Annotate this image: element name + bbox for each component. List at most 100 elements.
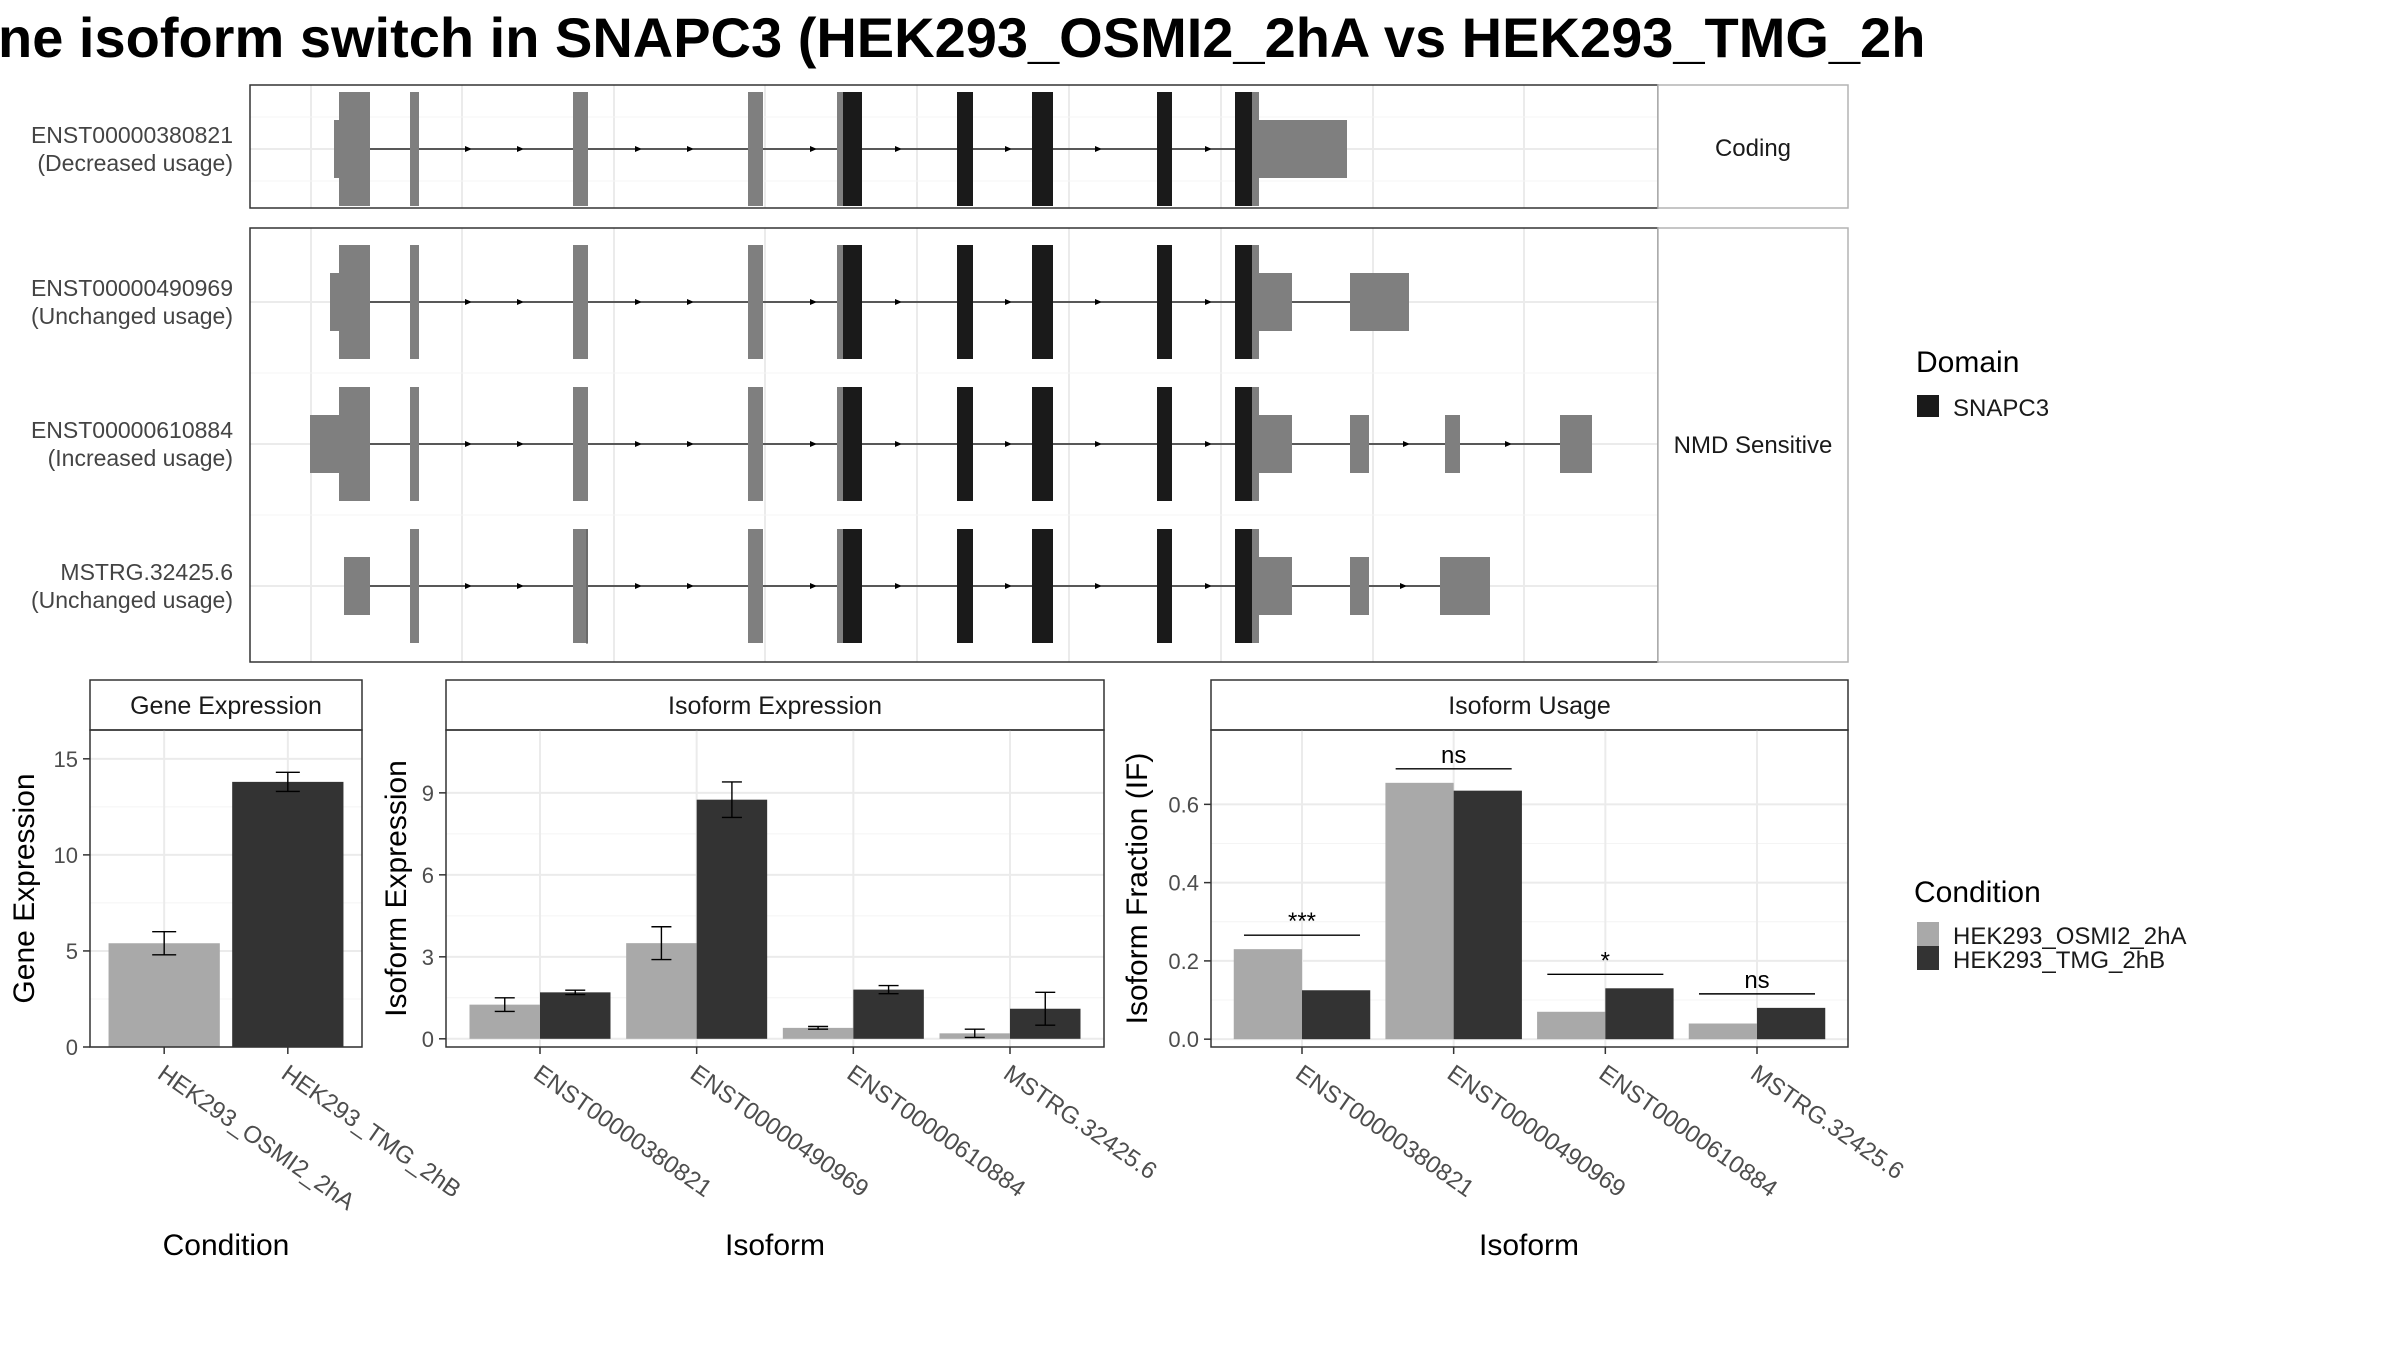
transcript-id-label: ENST00000380821 — [31, 122, 233, 148]
x-tick-label: HEK293_OSMI2_2hA — [153, 1060, 360, 1216]
intron-direction-arrow — [1403, 441, 1410, 447]
error-bar — [275, 771, 300, 793]
domain-legend-title: Domain — [1916, 346, 2019, 379]
domain-exon — [1235, 387, 1252, 501]
exon — [330, 273, 339, 331]
intron-direction-arrow — [895, 146, 902, 152]
intron-direction-arrow — [810, 146, 817, 152]
exon — [1259, 120, 1347, 178]
y-tick-label: 3 — [422, 945, 434, 970]
intron-direction-arrow — [1005, 441, 1012, 447]
exon — [573, 92, 588, 206]
intron-direction-arrow — [810, 441, 817, 447]
exon — [310, 415, 339, 473]
transcript-id-label: ENST00000490969 — [31, 275, 233, 301]
y-tick-label: 0 — [66, 1035, 78, 1060]
x-tick-label: MSTRG.32425.6 — [1746, 1060, 1909, 1185]
bar-HEK293_OSMI2_2hA-ENST00000380821 — [1233, 949, 1302, 1040]
bar-HEK293_TMG_2hB — [232, 781, 344, 1047]
intron-direction-arrow — [895, 299, 902, 305]
error-bar — [651, 926, 672, 961]
exon — [1440, 557, 1490, 615]
exon — [573, 245, 588, 359]
exon — [748, 245, 763, 359]
y-tick-label: 15 — [54, 747, 78, 772]
exon — [410, 387, 419, 501]
bar-HEK293_OSMI2_2hA-MSTRG.32425.6 — [1688, 1023, 1757, 1040]
intron-direction-arrow — [1095, 441, 1102, 447]
significance-label: ns — [1441, 742, 1466, 769]
error-bar — [565, 989, 586, 996]
exon — [410, 92, 419, 206]
y-axis-title: Isoform Fraction (IF) — [1121, 753, 1154, 1025]
intron-direction-arrow — [1205, 583, 1212, 589]
error-bar — [494, 997, 515, 1013]
exon — [573, 387, 588, 501]
facet-label-coding: Coding — [1715, 135, 1791, 162]
error-bar — [808, 1025, 829, 1030]
exon — [1259, 415, 1292, 473]
transcript-usage-label: (Increased usage) — [48, 445, 233, 471]
domain-exon — [957, 92, 973, 206]
error-bar — [878, 984, 899, 995]
intron-direction-arrow — [517, 441, 524, 447]
exon — [748, 92, 763, 206]
condition-legend-key-a — [1917, 922, 1939, 946]
figure-title: ne isoform switch in SNAPC3 (HEK293_OSMI… — [0, 6, 1925, 69]
domain-exon — [1032, 245, 1053, 359]
panel-strip — [89, 679, 363, 731]
x-axis-title: Isoform — [725, 1229, 825, 1262]
domain-exon — [957, 529, 973, 643]
y-tick-label: 0 — [422, 1027, 434, 1052]
intron-direction-arrow — [517, 583, 524, 589]
y-tick-label: 0.0 — [1168, 1027, 1199, 1052]
domain-exon — [1032, 92, 1053, 206]
intron-direction-arrow — [1095, 299, 1102, 305]
intron-direction-arrow — [895, 441, 902, 447]
intron-direction-arrow — [465, 441, 472, 447]
intron-direction-arrow — [1505, 441, 1512, 447]
exon — [1252, 387, 1259, 501]
exon — [1259, 557, 1292, 615]
y-tick-label: 6 — [422, 863, 434, 888]
y-tick-label: 10 — [54, 843, 78, 868]
bar-HEK293_OSMI2_2hA-ENST00000610884 — [782, 1027, 854, 1039]
intron-direction-arrow — [687, 299, 694, 305]
domain-exon — [957, 387, 973, 501]
domain-exon — [1235, 245, 1252, 359]
condition-legend-key-b — [1917, 946, 1939, 970]
exon — [748, 529, 763, 643]
y-tick-label: 0.2 — [1168, 949, 1199, 974]
bar-HEK293_TMG_2hB-ENST00000610884 — [1605, 988, 1674, 1040]
exon — [748, 387, 763, 501]
bar-HEK293_OSMI2_2hA-ENST00000490969 — [1385, 782, 1454, 1040]
domain-legend-key — [1917, 395, 1939, 417]
facet-strip-coding — [1657, 84, 1849, 209]
panel-title: Isoform Usage — [1448, 692, 1611, 720]
significance-label: *** — [1288, 908, 1316, 935]
intron-direction-arrow — [687, 583, 694, 589]
intron-direction-arrow — [465, 583, 472, 589]
intron-direction-arrow — [810, 299, 817, 305]
significance-label: ns — [1744, 967, 1769, 994]
y-tick-label: 0.4 — [1168, 871, 1199, 896]
y-tick-label: 9 — [422, 781, 434, 806]
exon — [1350, 557, 1369, 615]
intron-direction-arrow — [1095, 583, 1102, 589]
panel-title: Isoform Expression — [668, 692, 882, 720]
intron-direction-arrow — [465, 146, 472, 152]
bar-HEK293_TMG_2hB-ENST00000490969 — [696, 799, 768, 1039]
panel-strip — [445, 679, 1105, 731]
intron-direction-arrow — [1005, 299, 1012, 305]
domain-exon — [1032, 387, 1053, 501]
transcript-id-label: MSTRG.32425.6 — [60, 559, 233, 585]
domain-exon — [843, 245, 862, 359]
transcript-usage-label: (Unchanged usage) — [31, 587, 233, 613]
intron-direction-arrow — [635, 146, 642, 152]
transcript-usage-label: (Decreased usage) — [37, 150, 233, 176]
intron-direction-arrow — [1205, 441, 1212, 447]
domain-exon — [1157, 387, 1172, 501]
intron-direction-arrow — [1005, 583, 1012, 589]
domain-exon — [1235, 92, 1252, 206]
domain-exon — [1235, 529, 1252, 643]
